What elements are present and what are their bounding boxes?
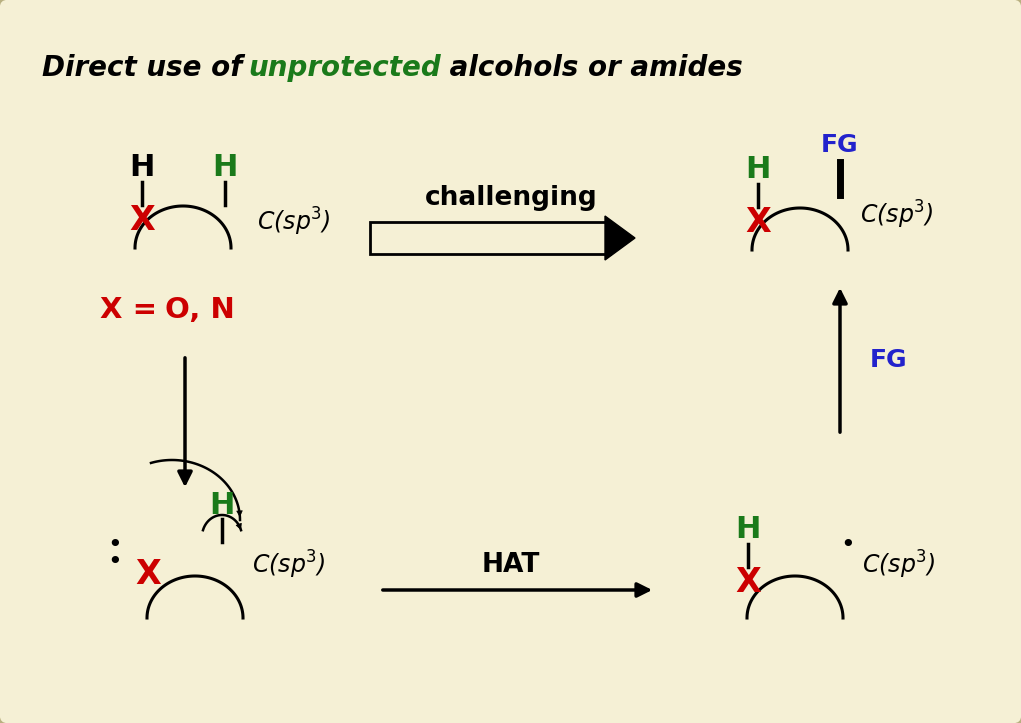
Text: $C$(sp$^3$): $C$(sp$^3$) [257, 206, 331, 238]
Text: O, N: O, N [165, 296, 235, 324]
Text: H: H [130, 153, 155, 182]
Text: challenging: challenging [425, 185, 597, 211]
Text: $C$(sp$^3$): $C$(sp$^3$) [862, 549, 935, 581]
Text: HAT: HAT [482, 552, 540, 578]
Text: X: X [135, 558, 161, 591]
Polygon shape [605, 216, 635, 260]
Text: H: H [212, 153, 238, 182]
Text: alcohols or amides: alcohols or amides [440, 54, 742, 82]
Text: •: • [840, 533, 856, 557]
Text: FG: FG [821, 133, 859, 157]
Text: unprotected: unprotected [248, 54, 441, 82]
Text: X: X [735, 565, 761, 599]
Text: Direct use of: Direct use of [42, 54, 252, 82]
Bar [370, 222, 610, 254]
Text: FG: FG [870, 348, 908, 372]
Text: X: X [745, 205, 771, 239]
Text: H: H [745, 155, 771, 184]
Text: X: X [129, 203, 155, 236]
Text: $C$(sp$^3$): $C$(sp$^3$) [252, 549, 326, 581]
Text: •: • [107, 533, 123, 557]
Text: •: • [107, 550, 123, 574]
Text: $C$(sp$^3$): $C$(sp$^3$) [860, 199, 933, 231]
Text: H: H [209, 490, 235, 520]
Text: H: H [735, 515, 761, 544]
Text: X =: X = [100, 296, 167, 324]
